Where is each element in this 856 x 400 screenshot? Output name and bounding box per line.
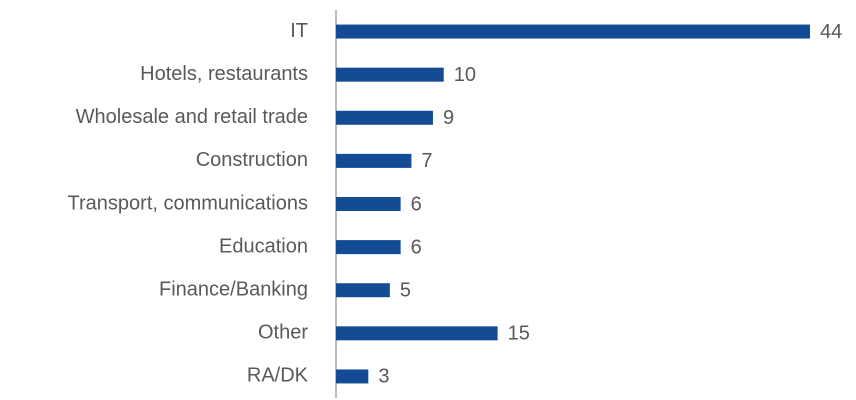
- data-label: 6: [411, 236, 422, 258]
- category-label: IT: [290, 20, 308, 42]
- category-label: Wholesale and retail trade: [76, 106, 308, 128]
- data-label: 3: [378, 366, 389, 388]
- category-label: Hotels, restaurants: [140, 63, 308, 85]
- bar: [336, 110, 433, 125]
- category-label: RA/DK: [247, 365, 309, 387]
- data-label: 6: [411, 193, 422, 215]
- category-label: Finance/Banking: [159, 279, 308, 301]
- category-label: Other: [258, 322, 308, 344]
- bar: [336, 67, 444, 82]
- bar: [336, 283, 390, 298]
- bar: [336, 24, 810, 39]
- bar: [336, 197, 401, 211]
- category-label: Transport, communications: [68, 192, 308, 214]
- data-label: 5: [400, 280, 411, 302]
- data-label: 7: [421, 150, 432, 172]
- bar: [336, 369, 369, 384]
- data-label: 15: [508, 323, 530, 345]
- data-label: 10: [454, 64, 476, 86]
- data-label: 9: [443, 107, 454, 129]
- bar: [336, 153, 412, 168]
- bar: [336, 240, 401, 255]
- category-label: Education: [219, 235, 308, 257]
- data-label: 44: [820, 21, 842, 43]
- bar: [336, 326, 498, 341]
- category-label: Construction: [196, 149, 308, 171]
